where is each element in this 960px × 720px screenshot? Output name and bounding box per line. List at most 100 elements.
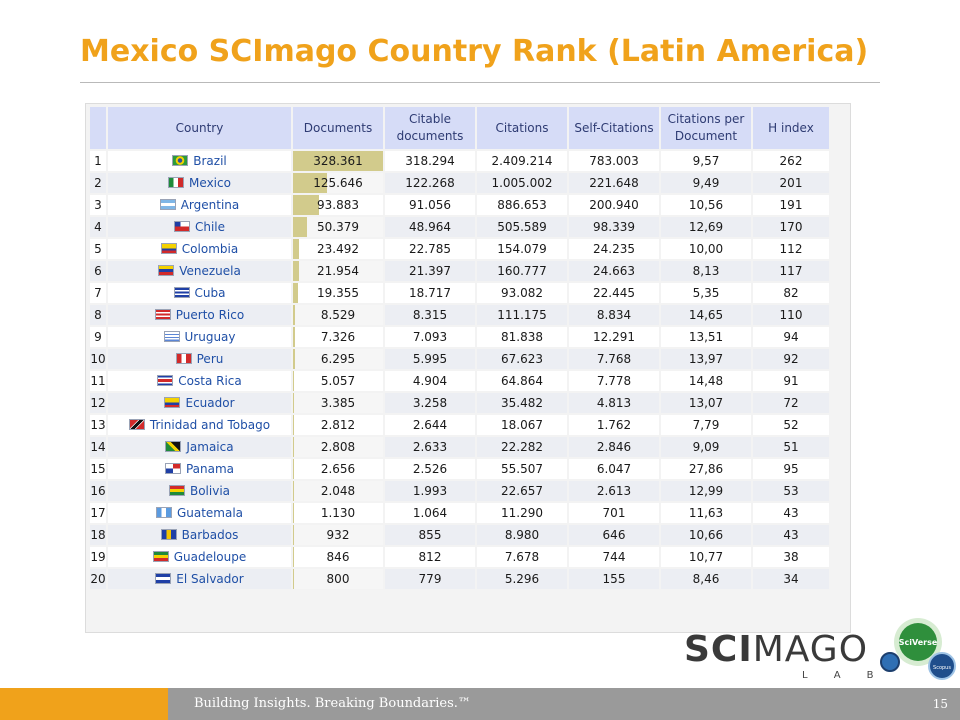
documents-cell: 2.656 — [293, 459, 383, 479]
documents-cell: 2.808 — [293, 437, 383, 457]
country-link[interactable]: Trinidad and Tobago — [149, 418, 271, 432]
country-link[interactable]: Puerto Rico — [175, 308, 245, 322]
country-cell[interactable]: Bolivia — [108, 481, 291, 501]
country-cell[interactable]: Mexico — [108, 173, 291, 193]
country-cell[interactable]: Venezuela — [108, 261, 291, 281]
documents-value: 7.326 — [320, 330, 356, 344]
self-citations-cell: 646 — [569, 525, 659, 545]
citations-per-document-cell: 13,51 — [661, 327, 751, 347]
flag-trinidad-and-tobago-icon — [128, 419, 145, 430]
citable-documents-cell: 122.268 — [385, 173, 475, 193]
country-link[interactable]: Cuba — [194, 286, 226, 300]
country-cell[interactable]: Puerto Rico — [108, 305, 291, 325]
citations-cell: 505.589 — [477, 217, 567, 237]
h-index-cell: 117 — [753, 261, 829, 281]
country-cell[interactable]: Costa Rica — [108, 371, 291, 391]
country-cell[interactable]: Barbados — [108, 525, 291, 545]
country-cell[interactable]: Panama — [108, 459, 291, 479]
country-link[interactable]: Uruguay — [184, 330, 236, 344]
documents-value: 125.646 — [313, 176, 363, 190]
citations-per-document-cell: 10,77 — [661, 547, 751, 567]
documents-value: 93.883 — [317, 198, 359, 212]
documents-cell: 125.646 — [293, 173, 383, 193]
country-cell[interactable]: Chile — [108, 217, 291, 237]
country-link[interactable]: Panama — [185, 462, 235, 476]
title-divider — [80, 82, 880, 83]
citations-per-document-cell: 10,00 — [661, 239, 751, 259]
country-link[interactable]: Guadeloupe — [173, 550, 247, 564]
header-citations[interactable]: Citations — [477, 107, 567, 149]
documents-value: 6.295 — [320, 352, 356, 366]
h-index-cell: 91 — [753, 371, 829, 391]
h-index-cell: 52 — [753, 415, 829, 435]
country-link[interactable]: Mexico — [189, 176, 231, 190]
flag-peru-icon — [175, 353, 192, 364]
country-link[interactable]: Jamaica — [186, 440, 234, 454]
flag-brazil-icon — [172, 155, 189, 166]
country-cell[interactable]: Jamaica — [108, 437, 291, 457]
country-link[interactable]: Barbados — [181, 528, 239, 542]
h-index-cell: 82 — [753, 283, 829, 303]
country-link[interactable]: Bolivia — [189, 484, 231, 498]
header-citations-per-document[interactable]: Citations per Document — [661, 107, 751, 149]
country-cell[interactable]: Uruguay — [108, 327, 291, 347]
logo-lab-text: LAB — [802, 670, 900, 681]
country-cell[interactable]: Guatemala — [108, 503, 291, 523]
self-citations-cell: 2.613 — [569, 481, 659, 501]
documents-bar — [293, 393, 294, 413]
citations-cell: 2.409.214 — [477, 151, 567, 171]
country-link[interactable]: Peru — [196, 352, 224, 366]
self-citations-cell: 783.003 — [569, 151, 659, 171]
documents-value: 50.379 — [317, 220, 359, 234]
flag-barbados-icon — [160, 529, 177, 540]
country-cell[interactable]: Peru — [108, 349, 291, 369]
country-link[interactable]: Ecuador — [185, 396, 235, 410]
flag-mexico-icon — [168, 177, 185, 188]
country-link[interactable]: Colombia — [181, 242, 239, 256]
documents-cell: 1.130 — [293, 503, 383, 523]
table-row: 12 Ecuador 3.385 3.258 35.482 4.813 13,07 72 — [90, 393, 829, 413]
header-country[interactable]: Country — [108, 107, 291, 149]
header-h-index[interactable]: H index — [753, 107, 829, 149]
self-citations-cell: 7.768 — [569, 349, 659, 369]
h-index-cell: 53 — [753, 481, 829, 501]
country-link[interactable]: Costa Rica — [178, 374, 242, 388]
self-citations-cell: 1.762 — [569, 415, 659, 435]
country-cell[interactable]: El Salvador — [108, 569, 291, 589]
country-link[interactable]: Chile — [194, 220, 226, 234]
country-cell[interactable]: Ecuador — [108, 393, 291, 413]
country-cell[interactable]: Cuba — [108, 283, 291, 303]
self-citations-cell: 7.778 — [569, 371, 659, 391]
documents-cell: 21.954 — [293, 261, 383, 281]
documents-cell: 328.361 — [293, 151, 383, 171]
country-cell[interactable]: Brazil — [108, 151, 291, 171]
documents-bar — [293, 481, 294, 501]
documents-cell: 5.057 — [293, 371, 383, 391]
table-row: 18 Barbados 932 855 8.980 646 10,66 43 — [90, 525, 829, 545]
rank-cell: 12 — [90, 393, 106, 413]
documents-bar — [293, 459, 294, 479]
documents-value: 2.048 — [320, 484, 356, 498]
header-citable-documents[interactable]: Citable documents — [385, 107, 475, 149]
documents-value: 19.355 — [317, 286, 359, 300]
country-link[interactable]: Brazil — [193, 154, 227, 168]
citations-cell: 1.005.002 — [477, 173, 567, 193]
self-citations-cell: 701 — [569, 503, 659, 523]
country-link[interactable]: Guatemala — [176, 506, 244, 520]
country-link[interactable]: Argentina — [180, 198, 240, 212]
documents-bar — [293, 173, 328, 193]
self-citations-cell: 24.663 — [569, 261, 659, 281]
logo-mago-text: MAGO — [752, 629, 869, 670]
country-cell[interactable]: Argentina — [108, 195, 291, 215]
country-link[interactable]: El Salvador — [176, 572, 244, 586]
country-cell[interactable]: Guadeloupe — [108, 547, 291, 567]
header-self-citations[interactable]: Self-Citations — [569, 107, 659, 149]
table-row: 10 Peru 6.295 5.995 67.623 7.768 13,97 92 — [90, 349, 829, 369]
country-cell[interactable]: Trinidad and Tobago — [108, 415, 291, 435]
header-documents[interactable]: Documents — [293, 107, 383, 149]
country-cell[interactable]: Colombia — [108, 239, 291, 259]
logo-sci-text: SCI — [684, 629, 753, 670]
country-link[interactable]: Venezuela — [179, 264, 241, 278]
rank-cell: 11 — [90, 371, 106, 391]
documents-cell: 846 — [293, 547, 383, 567]
